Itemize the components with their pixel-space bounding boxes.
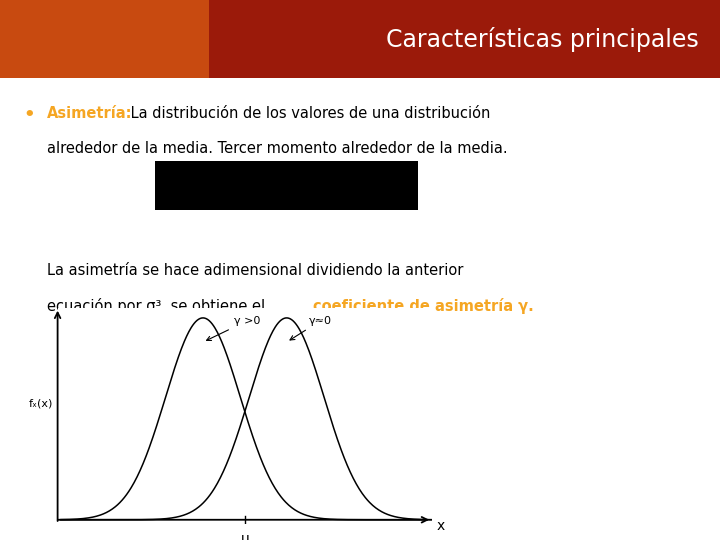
Text: La distribución de los valores de una distribución: La distribución de los valores de una di… [126,106,490,121]
Text: x: x [436,519,445,533]
FancyBboxPatch shape [0,0,216,78]
Text: •: • [23,106,35,124]
FancyBboxPatch shape [155,161,418,210]
Text: ecuación por σ³, se obtiene el: ecuación por σ³, se obtiene el [47,298,269,314]
Text: fₓ(x): fₓ(x) [29,398,53,408]
Text: γ >0: γ >0 [207,316,260,340]
FancyBboxPatch shape [209,0,720,78]
Text: coeficiente de asimetría γ.: coeficiente de asimetría γ. [313,298,534,314]
Text: Características principales: Características principales [386,26,698,52]
Text: Asimetría:: Asimetría: [47,106,132,121]
Text: γ≈0: γ≈0 [290,316,332,340]
Text: alrededor de la media. Tercer momento alrededor de la media.: alrededor de la media. Tercer momento al… [47,140,508,156]
Text: μ: μ [240,532,249,540]
Text: La asimetría se hace adimensional dividiendo la anterior: La asimetría se hace adimensional dividi… [47,263,463,278]
